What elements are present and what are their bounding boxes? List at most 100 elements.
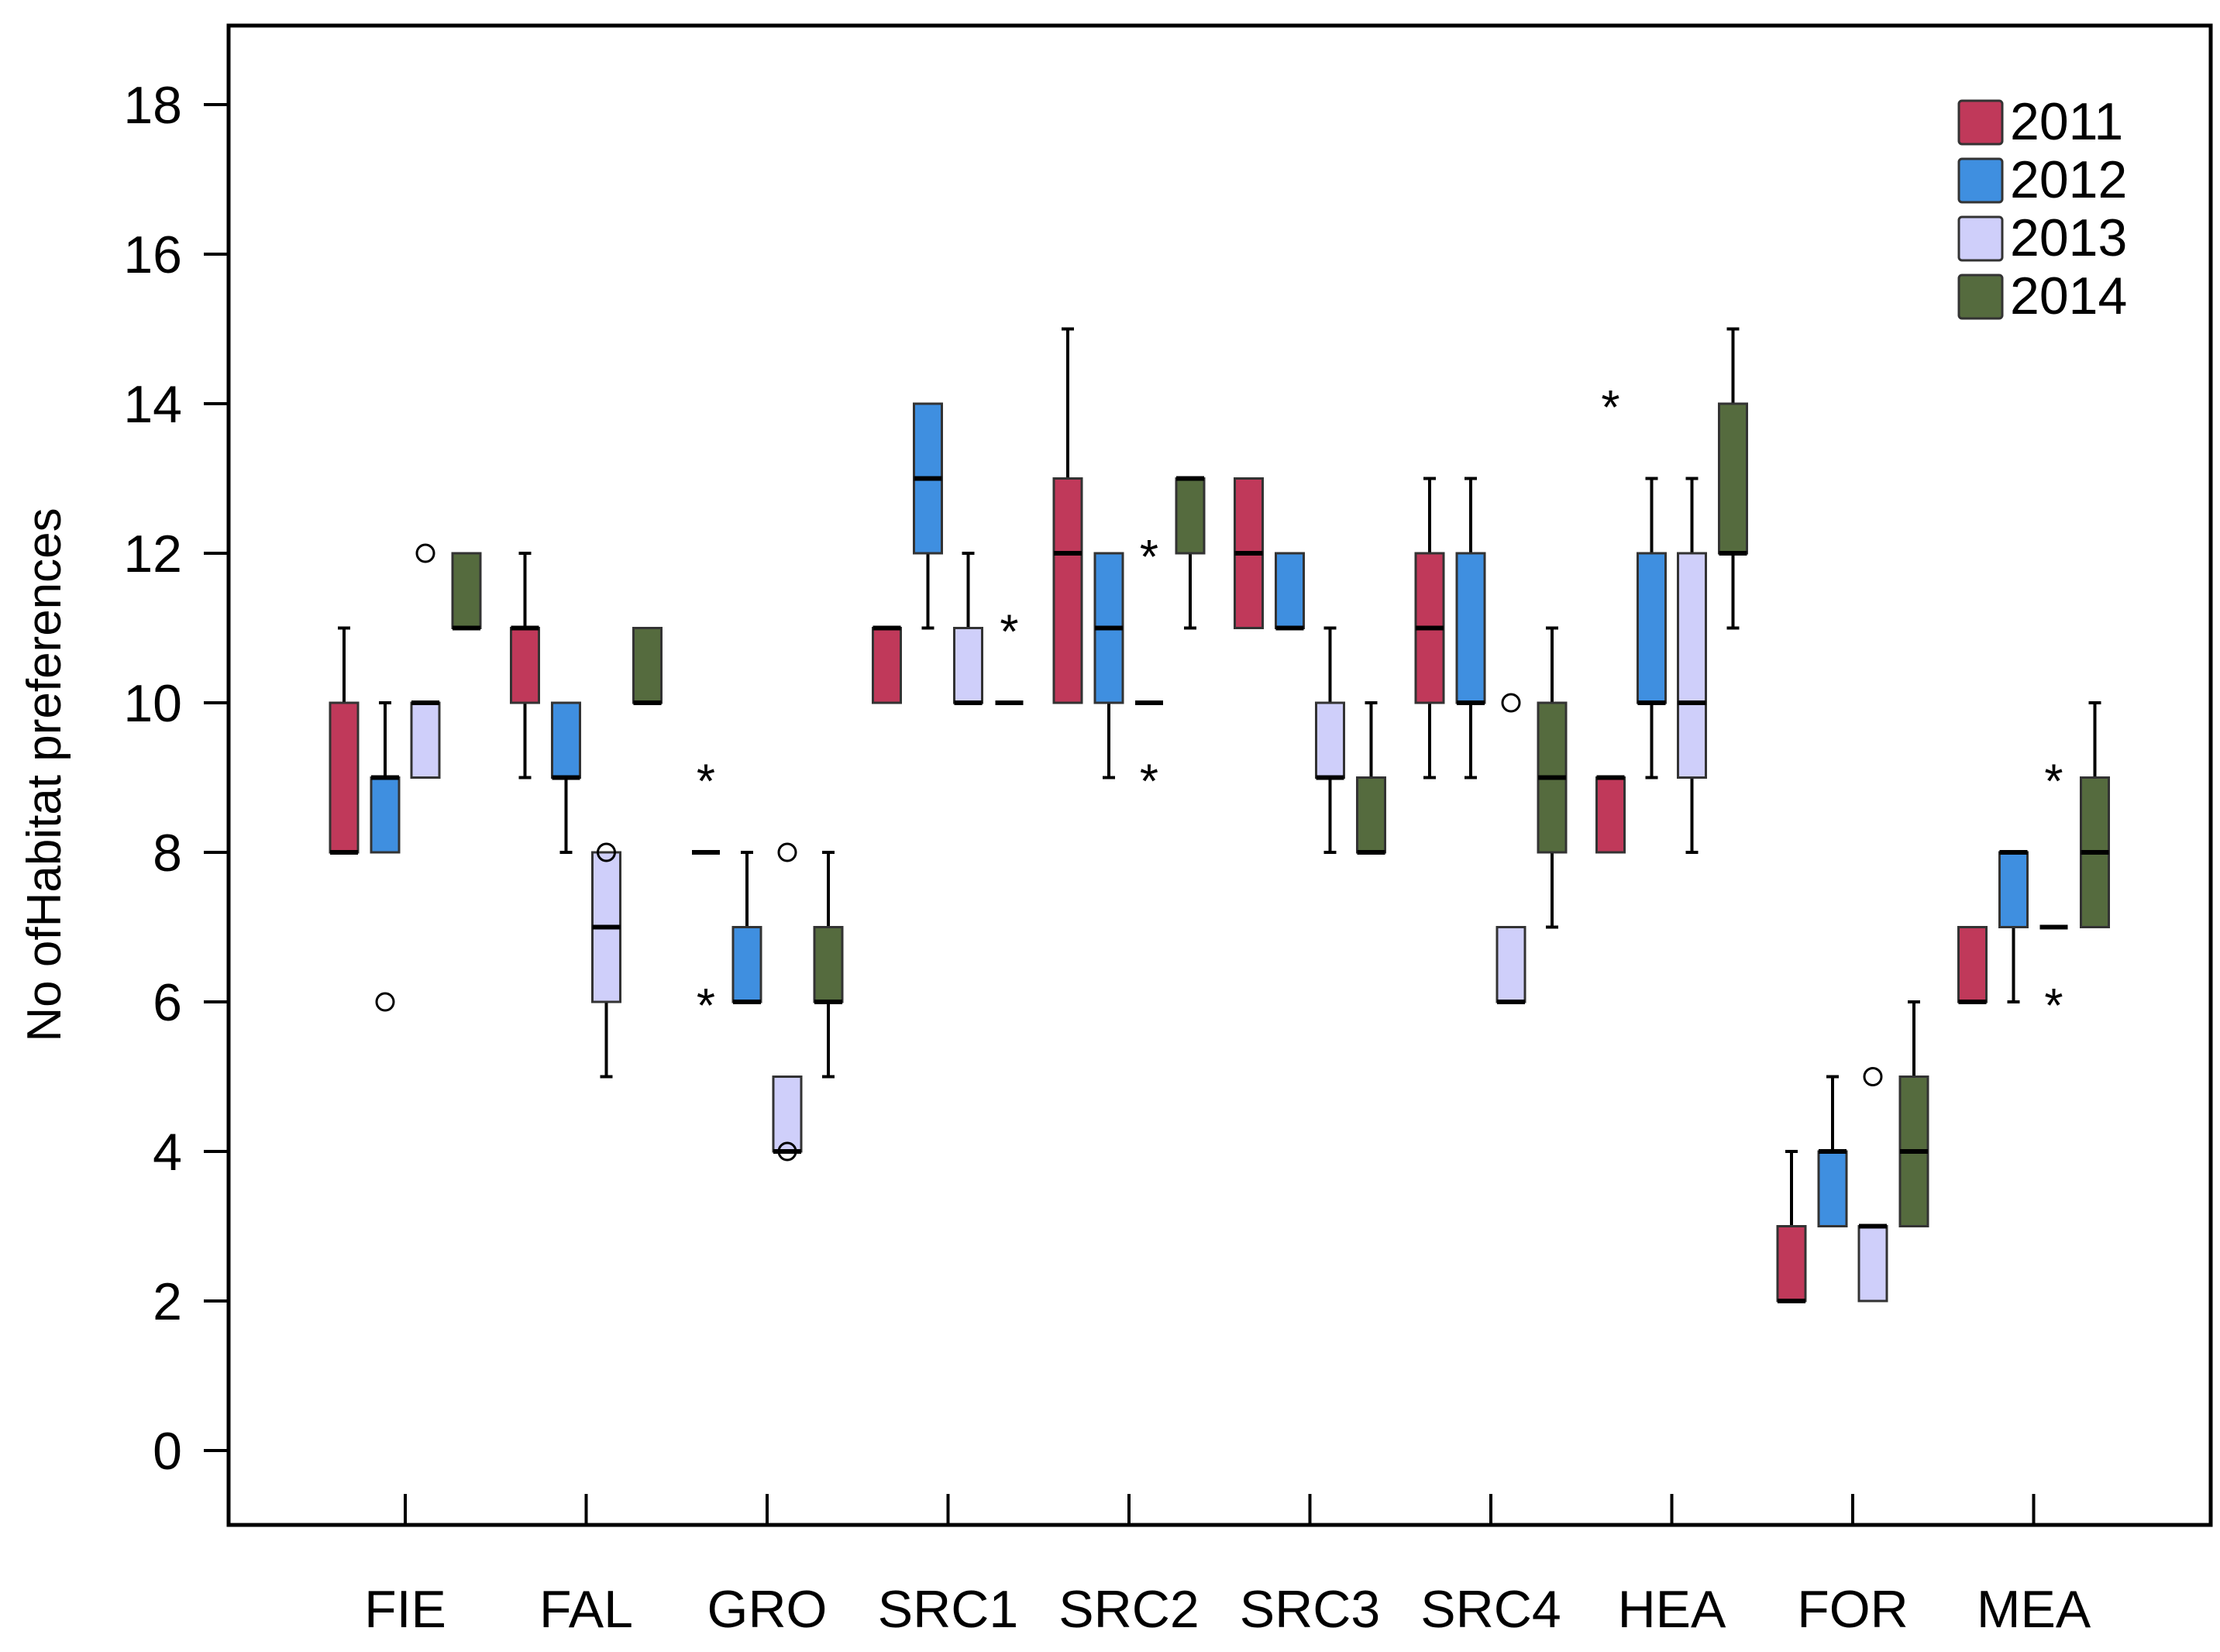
x-tick-label: SRC3	[1240, 1580, 1380, 1639]
box-for-2013	[1857, 1067, 1888, 1303]
box-src3-2011	[1234, 477, 1264, 629]
box-body	[772, 1076, 803, 1153]
outlier-circle	[1501, 693, 1521, 713]
box-src3-2012	[1275, 552, 1305, 631]
box-for-2014	[1898, 1000, 1929, 1227]
y-tick-label: 4	[153, 1123, 182, 1182]
box-fie-2013	[410, 543, 441, 779]
box-for-2012	[1817, 1075, 1848, 1227]
box-body	[329, 701, 360, 854]
y-tick-label: 12	[123, 525, 182, 583]
outlier-circle	[777, 842, 797, 862]
outlier-circle	[1863, 1067, 1883, 1086]
legend-swatch-2013	[1957, 215, 2004, 262]
x-tick-label: FIE	[364, 1580, 446, 1639]
x-axis: FIE FAL GRO SRC1 SRC2 SRC3 SRC4 HEA FOR MEA	[364, 1494, 2091, 1639]
plot-frame	[226, 23, 2213, 1527]
box-gro-2012	[731, 851, 762, 1004]
x-tick-label: FOR	[1797, 1580, 1909, 1639]
box-body	[813, 926, 844, 1003]
box-body	[1637, 552, 1667, 704]
box-src1-2012	[913, 402, 943, 630]
box-src2-2011	[1052, 327, 1083, 704]
legend-swatch-2012	[1957, 157, 2004, 204]
box-body	[1052, 477, 1083, 704]
x-tick-label: FAL	[539, 1580, 633, 1639]
extreme-star: *	[1000, 606, 1018, 659]
box-body	[872, 627, 902, 704]
y-tick-label: 18	[123, 76, 182, 135]
outlier-circle	[597, 842, 616, 862]
box-body	[1356, 776, 1386, 854]
box-mea-2013: **	[2039, 755, 2068, 1033]
box-src4-2011	[1414, 477, 1445, 780]
legend-swatch-2014	[1957, 274, 2004, 320]
box-body	[1998, 851, 2029, 928]
box-body	[1455, 552, 1486, 704]
box-body	[510, 627, 540, 704]
box-gro-2011: **	[692, 755, 720, 1033]
extreme-star: *	[697, 755, 715, 809]
y-axis-title: No ofHabitat preferences	[18, 508, 71, 1041]
box-gro-2014	[813, 851, 844, 1079]
box-body	[1857, 1225, 1888, 1303]
box-fal-2013	[591, 842, 621, 1079]
box-body	[1275, 552, 1305, 629]
box-fie-2012	[370, 701, 401, 1012]
box-body	[1495, 926, 1526, 1003]
outlier-circle	[415, 543, 435, 563]
box-body	[1175, 477, 1206, 555]
box-body	[1957, 926, 1988, 1003]
x-tick-label: SRC2	[1058, 1580, 1199, 1639]
box-fal-2011	[510, 552, 540, 780]
box-body	[451, 552, 482, 629]
x-tick-label: SRC1	[878, 1580, 1018, 1639]
box-body	[370, 776, 401, 854]
x-tick-label: MEA	[1977, 1580, 2091, 1639]
box-src2-2013: **	[1135, 531, 1163, 809]
box-src3-2014	[1356, 701, 1386, 855]
box-body	[1817, 1150, 1848, 1227]
box-body	[1776, 1225, 1807, 1303]
y-tick-label: 0	[153, 1422, 182, 1481]
box-body	[1677, 552, 1707, 779]
box-src3-2013	[1315, 626, 1345, 854]
box-hea-2011: *	[1595, 381, 1626, 854]
legend-label: 2012	[2010, 150, 2127, 209]
box-body	[1595, 776, 1626, 854]
y-tick-label: 10	[123, 674, 182, 733]
box-src2-2012	[1093, 552, 1124, 780]
outlier-circle	[375, 992, 395, 1012]
box-body	[1315, 701, 1345, 779]
extreme-star: *	[697, 979, 715, 1033]
box-hea-2014	[1718, 327, 1748, 630]
y-tick-label: 2	[153, 1272, 182, 1331]
box-fal-2012	[551, 701, 581, 854]
box-body	[551, 701, 581, 779]
box-src1-2014: *	[995, 606, 1024, 705]
box-src2-2014	[1175, 476, 1206, 630]
box-body	[632, 627, 663, 704]
legend-label: 2014	[2010, 267, 2127, 325]
boxes-layer: ********	[329, 327, 2110, 1303]
y-tick-label: 16	[123, 225, 182, 284]
extreme-star: *	[2044, 979, 2063, 1033]
box-src4-2013	[1495, 693, 1526, 1004]
box-src1-2013	[953, 552, 983, 705]
x-tick-label: HEA	[1618, 1580, 1726, 1639]
box-mea-2012	[1998, 850, 2029, 1003]
box-body	[410, 701, 441, 779]
extreme-star: *	[1601, 381, 1619, 435]
y-axis: 0 2 4 6 8 10 12 14 16 18	[123, 76, 229, 1481]
box-fie-2011	[329, 626, 360, 855]
box-body	[1718, 402, 1748, 555]
box-body	[731, 926, 762, 1003]
y-tick-label: 6	[153, 973, 182, 1032]
box-src1-2011	[872, 625, 902, 704]
extreme-star: *	[1140, 531, 1158, 584]
box-mea-2011	[1957, 926, 1988, 1004]
box-mea-2014	[2080, 701, 2110, 928]
extreme-star: *	[1140, 755, 1158, 809]
